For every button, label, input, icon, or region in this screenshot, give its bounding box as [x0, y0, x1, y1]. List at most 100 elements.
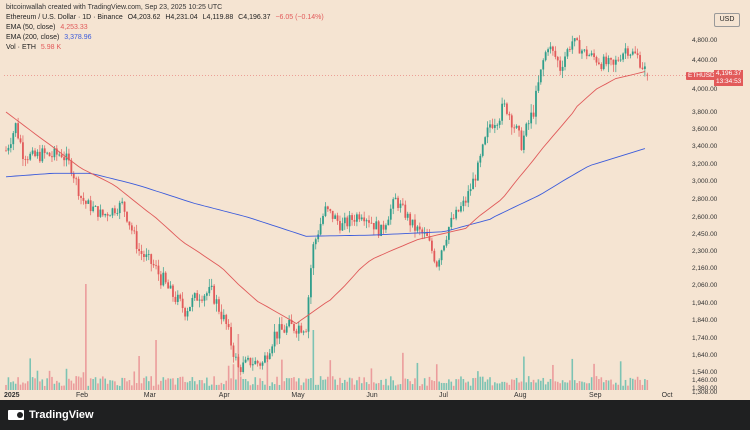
candle-body — [268, 353, 271, 359]
candle-body — [377, 221, 380, 236]
volume-bar — [552, 364, 554, 390]
candle-body — [462, 200, 465, 207]
candle-body — [527, 123, 530, 125]
candle-body — [339, 220, 341, 231]
candle-body — [169, 285, 172, 289]
y-tick-label: 3,800.00 — [692, 109, 718, 116]
candle-body — [261, 362, 264, 366]
candle-body — [300, 325, 303, 333]
volume-bar — [469, 385, 472, 390]
volume-bar — [339, 377, 341, 390]
volume-bar — [377, 383, 380, 390]
volume-bar — [75, 376, 77, 390]
volume-bar — [426, 385, 428, 390]
x-tick-label: May — [291, 392, 305, 399]
candle-body — [493, 125, 496, 128]
candle-body — [513, 127, 516, 129]
candle-body — [539, 69, 542, 83]
ema50-line — [5, 71, 646, 325]
volume-bar — [423, 378, 426, 390]
volume-bar — [363, 377, 365, 390]
x-tick-label: Jul — [439, 392, 448, 399]
candle-body — [387, 219, 390, 226]
volume-bar — [7, 377, 10, 390]
candle-body — [256, 360, 259, 364]
candle-body — [423, 233, 426, 234]
volume-bar — [215, 384, 218, 390]
candle-body — [498, 120, 501, 125]
y-tick-label: 4,400.00 — [692, 57, 718, 64]
volume-bar — [87, 385, 90, 390]
tradingview-logo-text: TradingView — [29, 409, 94, 421]
candle-body — [244, 359, 247, 363]
candle-body — [510, 115, 513, 128]
volume-bar — [489, 377, 491, 390]
candle-body — [220, 311, 223, 320]
candle-body — [283, 329, 286, 333]
candle-body — [118, 202, 121, 214]
candle-body — [392, 199, 395, 209]
candle-body — [276, 331, 278, 339]
volume-bar — [203, 383, 206, 390]
volume-bar — [77, 376, 80, 390]
volume-bar — [496, 383, 499, 390]
price-chart[interactable]: 4,800.004,400.004,200.004,000.003,800.00… — [0, 0, 750, 400]
volume-bar — [525, 382, 528, 390]
candle-body — [237, 356, 240, 368]
volume-bar — [440, 382, 443, 390]
volume-bar — [177, 378, 179, 390]
volume-bar — [80, 377, 82, 390]
tradingview-logo[interactable]: TradingView — [8, 409, 94, 421]
candle-body — [205, 293, 208, 296]
candle-body — [222, 314, 225, 320]
candle-body — [189, 306, 191, 312]
volume-bar — [53, 383, 56, 390]
volume-bar — [581, 381, 583, 390]
volume-bar — [104, 378, 107, 390]
candle-body — [22, 142, 24, 160]
volume-bar — [179, 376, 182, 390]
candle-body — [77, 178, 80, 196]
candle-body — [607, 58, 610, 65]
volume-bar — [641, 384, 644, 390]
candle-body — [322, 215, 324, 224]
volume-bar — [17, 377, 19, 390]
candle-body — [143, 254, 145, 258]
candle-body — [312, 244, 315, 269]
volume-bar — [39, 381, 41, 390]
candle-body — [382, 224, 385, 230]
candle-body — [450, 217, 453, 228]
candle-body — [138, 248, 140, 252]
candle-body — [92, 206, 95, 212]
candle-body — [329, 209, 332, 211]
volume-bar — [571, 358, 574, 390]
volume-bar — [508, 384, 511, 390]
volume-bar — [295, 381, 298, 390]
candle-body — [104, 213, 107, 216]
volume-bar — [564, 382, 566, 390]
candle-body — [208, 286, 211, 294]
candle-body — [72, 173, 75, 179]
candle-body — [440, 250, 443, 261]
candle-body — [89, 200, 92, 212]
candle-body — [447, 227, 450, 240]
volume-bar — [51, 376, 53, 390]
currency-button[interactable]: USD — [714, 13, 740, 27]
ema200-legend[interactable]: EMA (200, close) 3,378.96 — [6, 34, 95, 41]
volume-bar — [600, 377, 603, 390]
volume-bar — [268, 385, 271, 390]
candle-body — [636, 53, 639, 56]
candle-body — [249, 357, 252, 366]
ohlc-open: O4,203.62 — [127, 14, 161, 21]
candle-body — [29, 153, 32, 160]
volume-bar — [629, 377, 632, 390]
volume-legend[interactable]: Vol · ETH 5.98 K — [6, 44, 64, 51]
candle-body — [213, 285, 216, 304]
candle-body — [561, 66, 564, 71]
y-tick-label: 1,460.00 — [692, 377, 718, 384]
volume-bar — [336, 384, 339, 390]
ema50-legend[interactable]: EMA (50, close) 4,253.33 — [6, 24, 91, 31]
volume-bar — [109, 380, 111, 390]
ema200-label: EMA (200, close) — [6, 34, 60, 41]
volume-bar — [111, 380, 114, 390]
